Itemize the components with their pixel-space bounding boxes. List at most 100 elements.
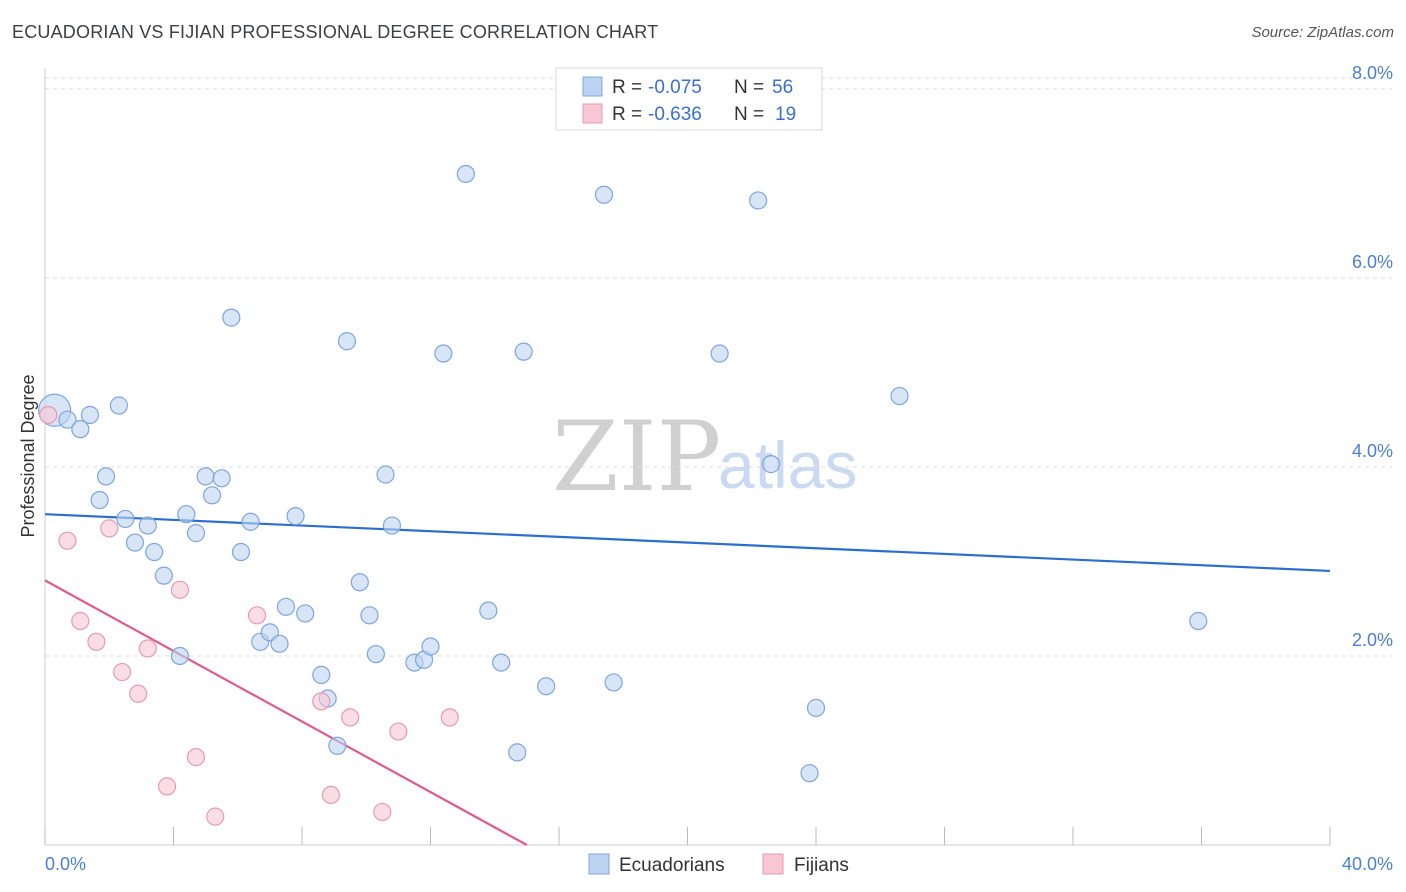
- point-ecuadorian: [328, 736, 347, 755]
- bottom-legend-swatch-fijians: [762, 853, 784, 875]
- legend-r-label-2: R =: [612, 104, 642, 125]
- point-ecuadorian: [749, 191, 768, 210]
- point-ecuadorian: [360, 606, 379, 625]
- point-ecuadorian: [109, 396, 128, 415]
- point-ecuadorian: [177, 505, 196, 524]
- x-tick-label-max: 40.0%: [1342, 854, 1393, 874]
- point-ecuadorian: [116, 509, 135, 529]
- legend-n-label-1: N =: [734, 77, 764, 98]
- point-ecuadorian: [276, 597, 296, 616]
- point-fijian: [186, 748, 206, 767]
- x-tick-labels: 0.0% 40.0%: [45, 854, 1393, 874]
- point-ecuadorian: [96, 467, 116, 486]
- point-ecuadorian: [604, 673, 623, 692]
- legend-r-value-1: -0.075: [648, 77, 702, 98]
- point-fijian: [100, 519, 119, 538]
- point-ecuadorian: [170, 646, 190, 666]
- x-tick-label-min: 0.0%: [45, 854, 86, 874]
- point-ecuadorian: [186, 524, 206, 543]
- point-ecuadorian: [212, 469, 231, 488]
- point-ecuadorian: [222, 308, 241, 327]
- legend-r-value-2: -0.636: [648, 104, 702, 125]
- point-ecuadorian: [434, 344, 453, 363]
- point-fijian: [58, 531, 77, 550]
- point-fijian: [138, 639, 157, 658]
- legend-swatch-fijians: [582, 103, 603, 124]
- point-ecuadorian: [479, 601, 498, 620]
- point-ecuadorian: [537, 677, 556, 696]
- point-ecuadorian: [154, 566, 173, 585]
- point-ecuadorian: [241, 512, 260, 531]
- point-ecuadorian: [514, 342, 533, 361]
- point-fijian: [373, 802, 392, 822]
- legend-r-label-1: R =: [612, 77, 642, 98]
- point-fijian: [206, 807, 225, 826]
- gridlines: [45, 77, 1392, 657]
- point-fijian: [389, 722, 408, 741]
- point-ecuadorian: [890, 386, 909, 406]
- y-tick-labels: 2.0% 4.0% 6.0% 8.0%: [1352, 63, 1393, 650]
- point-fijian: [157, 777, 177, 796]
- point-ecuadorian: [138, 516, 157, 535]
- point-ecuadorian: [761, 455, 781, 474]
- trend-lines: [44, 513, 1331, 846]
- point-ecuadorian: [312, 665, 331, 684]
- point-ecuadorian: [90, 490, 109, 510]
- point-ecuadorian: [382, 516, 402, 535]
- point-ecuadorian: [806, 698, 826, 718]
- y-axis-label: Professional Degree: [18, 374, 38, 537]
- point-ecuadorian: [508, 743, 527, 762]
- point-fijian: [39, 405, 58, 425]
- point-fijian: [247, 606, 267, 625]
- watermark: ZIP atlas: [552, 401, 857, 513]
- point-ecuadorian: [594, 185, 614, 204]
- point-ecuadorian: [296, 604, 315, 623]
- point-ecuadorian: [196, 467, 215, 486]
- point-ecuadorian: [270, 634, 289, 653]
- point-ecuadorian: [286, 506, 305, 526]
- bottom-legend-swatch-ecuadorians: [588, 853, 610, 875]
- point-fijian: [440, 708, 459, 727]
- point-ecuadorian: [366, 644, 385, 664]
- point-fijian: [170, 580, 190, 599]
- point-ecuadorian: [58, 410, 77, 429]
- series-legend: Ecuadorians Fijians: [588, 853, 849, 876]
- y-tick-label: 4.0%: [1352, 441, 1393, 461]
- stats-legend: R = -0.075 N = 56 R = -0.636 N = 19: [555, 67, 823, 131]
- point-fijian: [129, 684, 148, 703]
- point-fijian: [87, 632, 106, 651]
- point-ecuadorian: [125, 533, 145, 552]
- bottom-legend-fijians: Fijians: [794, 855, 849, 876]
- point-ecuadorian: [492, 653, 511, 672]
- point-ecuadorian: [202, 486, 222, 505]
- chart-source: Source: ZipAtlas.com: [1251, 24, 1394, 41]
- point-ecuadorian: [350, 573, 369, 592]
- legend-swatch-ecuadorians: [582, 76, 603, 97]
- point-ecuadorian: [376, 465, 395, 484]
- point-ecuadorian: [337, 332, 357, 351]
- legend-n-label-2: N =: [734, 104, 764, 125]
- point-ecuadorian: [421, 637, 440, 656]
- trend-line-fijians: [44, 579, 528, 846]
- point-fijian: [321, 785, 341, 805]
- point-fijian: [71, 611, 90, 631]
- trend-line-ecuadorians: [44, 513, 1331, 573]
- bottom-legend-ecuadorians: Ecuadorians: [619, 855, 725, 876]
- chart-title: ECUADORIAN VS FIJIAN PROFESSIONAL DEGREE…: [12, 22, 659, 42]
- watermark-zip: ZIP: [552, 401, 721, 513]
- watermark-atlas: atlas: [718, 428, 857, 502]
- point-fijian: [112, 662, 132, 682]
- axes: [44, 68, 1331, 846]
- point-ecuadorian: [80, 405, 100, 425]
- legend-n-value-1: 56: [772, 77, 793, 98]
- y-tick-label: 2.0%: [1352, 630, 1393, 650]
- point-ecuadorian: [710, 344, 729, 363]
- point-ecuadorian: [145, 542, 164, 562]
- point-ecuadorian: [800, 764, 819, 783]
- point-ecuadorian: [1189, 611, 1208, 631]
- point-ecuadorian: [231, 542, 251, 562]
- y-tick-label: 6.0%: [1352, 252, 1393, 272]
- point-fijian: [341, 708, 360, 727]
- point-ecuadorian: [71, 420, 90, 439]
